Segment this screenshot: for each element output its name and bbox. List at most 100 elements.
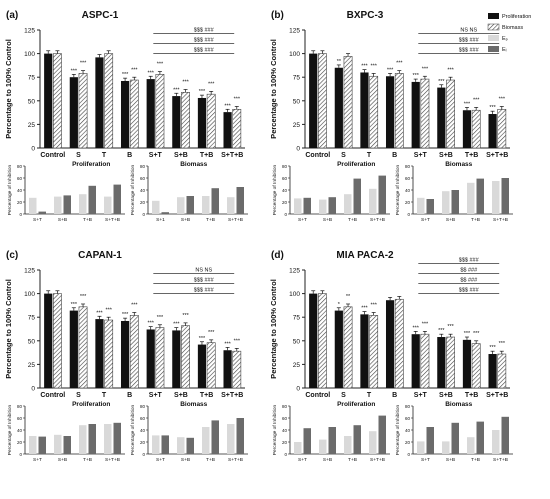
panel-1-group-label: Biomass: [445, 161, 472, 168]
panel-0-inhibition-1-bar-ep: [202, 196, 210, 214]
panel-3-inhibition-1-y-tick-label: 80: [405, 404, 411, 409]
panel-1-bar-biomass: [497, 108, 507, 149]
panel-0-star-label: ***: [182, 80, 189, 86]
panel-0-star-label: ***: [224, 103, 231, 109]
panel-2-inhibition-1-x-tick-label: S+T: [156, 457, 165, 463]
panel-0-inhibition-0-x-tick-label: S+T+B: [105, 217, 120, 223]
panel-1-inhibition-1-bar-ei: [451, 190, 459, 214]
panel-3-inhibition-1-y-tick-label: 0: [407, 452, 410, 457]
panel-1-star-label: ***: [413, 73, 420, 79]
panel-0-inhibition-1-bar-ei: [186, 196, 194, 214]
panel-1-bar-biomass: [369, 75, 379, 149]
panel-1-inhibition-1-bar-ei: [476, 178, 484, 214]
panel-1-star-label: ***: [438, 79, 445, 85]
panel-1-inhibition-0-x-tick-label: S+T: [298, 217, 307, 223]
panel-2-bar-proliferation: [172, 330, 181, 388]
panel-1-inhibition-0-bar-ep: [369, 188, 377, 214]
panel-2-star-label: ***: [182, 313, 189, 319]
panel-3-x-tick-label: S+T+B: [486, 392, 508, 399]
panel-2-x-tick-label: S+T+B: [221, 392, 243, 399]
panel-2-bar-biomass: [181, 325, 190, 389]
panel-3-y-tick-label: 25: [293, 362, 301, 369]
panel-3-star-label: ***: [361, 306, 368, 312]
panel-3-inhibition-0-bar-ei: [378, 415, 386, 454]
panel-2-inhibition-0-x-tick-label: S+B: [58, 457, 67, 463]
panel-3-y-tick-label: 0: [296, 386, 300, 393]
panel-0-inhibition-0-ylabel: Percentage of Inhibition: [7, 164, 13, 215]
panel-1-inhibition-1-bar-ei: [501, 178, 509, 214]
panel-2-inhibition-0-bar-ep: [79, 425, 87, 454]
panel-1-inhibition-0-x-tick-label: T+B: [348, 217, 357, 223]
panel-0-star-label: ***: [157, 62, 164, 68]
panel-0-inhibition-1-y-tick-label: 20: [140, 200, 146, 205]
legend-label-ep: Eₚ: [502, 36, 509, 42]
panel-0-inhibition-0-bar-ei: [63, 195, 71, 214]
panel-1-bar-biomass: [394, 73, 404, 149]
panel-0-inhibition-1-y-tick-label: 0: [142, 212, 145, 217]
panel-0-bar-biomass: [181, 92, 190, 149]
panel-2-y-tick-label: 0: [31, 386, 35, 393]
panel-3-y-tick-label: 75: [293, 315, 301, 322]
panel-2-inhibition-1-x-tick-label: S+B: [181, 457, 190, 463]
panel-0-ylabel: Percentage to 100% Control: [4, 39, 13, 139]
panel-1-star-label: ***: [473, 97, 480, 103]
panel-0-inhibition-1-y-tick-label: 80: [140, 164, 146, 169]
panel-0-inhibition-0-bar-ep: [104, 196, 112, 214]
panel-0-bar-biomass: [206, 93, 216, 149]
panel-0-bar-proliferation: [223, 112, 232, 148]
panel-0-inhibition-0-x-tick-label: S+B: [58, 217, 67, 223]
panel-0-bar-biomass: [155, 74, 165, 149]
panel-1-inhibition-1-ylabel: Percentage of Inhibition: [395, 164, 401, 215]
panel-0-star-label: ***: [148, 70, 155, 76]
panel-1-inhibition-1-bar-ep: [442, 191, 450, 214]
panel-3-inhibition-0-y-tick-label: 80: [282, 404, 288, 409]
panel-3-bar-proliferation: [488, 354, 497, 388]
panel-3-y-tick-label: 100: [289, 291, 300, 298]
panel-2-x-tick-label: T+B: [200, 392, 213, 399]
panel-2-bar-biomass: [78, 306, 88, 389]
panel-2-star-label: ***: [122, 312, 129, 318]
panel-3-inhibition-1-x-tick-label: T+B: [471, 457, 480, 463]
panel-0-y-tick-label: 125: [24, 28, 35, 35]
panel-3-inhibition-1-bar-ep: [442, 441, 450, 454]
panel-0-inhibition-0-x-tick-label: T+B: [83, 217, 92, 223]
panel-0-x-tick-label: T+B: [200, 152, 213, 159]
panel-2-inhibition-0-bar-ei: [113, 422, 121, 454]
panel-3-x-tick-label: Control: [305, 392, 330, 399]
panel-0-inhibition-1-bar-ei: [236, 187, 244, 214]
panel-1-star-label: ***: [447, 67, 454, 73]
panel-1-inhibition-0-y-tick-label: 0: [284, 212, 287, 217]
panel-2-star-label: ***: [173, 322, 180, 328]
panel-0-inhibition-0-x-tick-label: S+T: [33, 217, 42, 223]
panel-2-y-tick-label: 125: [24, 268, 35, 275]
panel-3-inhibition-0-y-tick-label: 0: [284, 452, 287, 457]
panel-2-inhibition-1-ylabel: Percentage of Inhibition: [130, 404, 136, 455]
panel-2-inhibition-0-y-tick-label: 60: [17, 416, 23, 421]
panel-3-inhibition-1-bar-ep: [417, 441, 425, 454]
panel-3-bar-biomass: [471, 343, 481, 389]
panel-2-inhibition-0-bar-ei: [63, 436, 71, 454]
panel-2-sig-label: NS NS: [195, 267, 212, 273]
panel-0-star-label: ***: [173, 87, 180, 93]
panel-0-y-tick-label: 75: [28, 75, 36, 82]
panel-0-bar-biomass: [78, 73, 88, 149]
legend-label-prolif: Proliferation: [502, 14, 531, 20]
panel-0-inhibition-0-y-tick-label: 40: [17, 188, 23, 193]
panel-2-star-label: ***: [157, 315, 164, 321]
panel-3-inhibition-1-y-tick-label: 40: [405, 428, 411, 433]
panel-3-inhibition-1-bar-ei: [451, 422, 459, 454]
panel-3-inhibition-0-x-tick-label: T+B: [348, 457, 357, 463]
panel-2-inhibition-1-bar-ei: [161, 435, 169, 454]
panel-3-inhibition-0-x-tick-label: S+T: [298, 457, 307, 463]
panel-1-star-label: ***: [464, 101, 471, 107]
panel-3-bar-biomass: [446, 336, 455, 389]
panel-2-inhibition-1-bar-ep: [202, 427, 210, 454]
panel-3-inhibition-0-y-tick-label: 60: [282, 416, 288, 421]
panel-0-y-tick-label: 100: [24, 51, 35, 58]
panel-0-inhibition-0-bar-ep: [29, 197, 37, 214]
panel-1-x-tick-label: T+B: [465, 152, 478, 159]
panel-1-star-label: ***: [387, 67, 394, 73]
panel-0-sig-label: $$$ ###: [194, 27, 215, 33]
panel-3-star-label: ***: [413, 325, 420, 331]
